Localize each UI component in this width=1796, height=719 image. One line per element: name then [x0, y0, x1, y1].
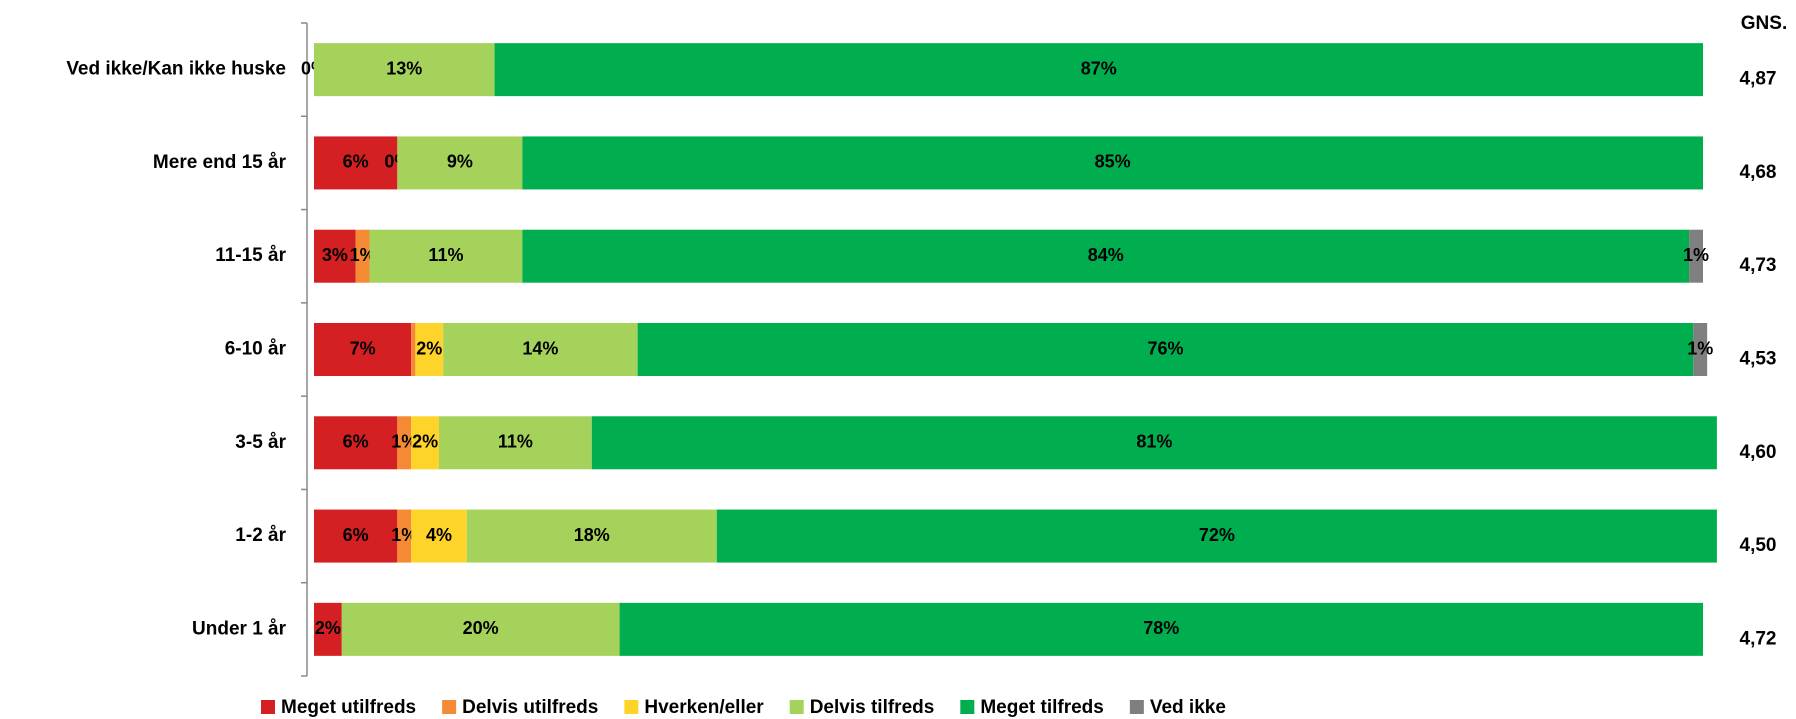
bar-segment	[443, 323, 638, 376]
value-label: 2%	[315, 618, 341, 638]
value-label: 81%	[1136, 432, 1172, 452]
bar-segment	[314, 323, 412, 376]
gns-value: 4,73	[1740, 255, 1777, 276]
bar-segment	[411, 416, 440, 470]
legend-label: Delvis utilfreds	[462, 697, 598, 718]
category-label: 6-10 år	[225, 339, 287, 360]
value-label: 1%	[391, 432, 417, 452]
category-label: Under 1 år	[192, 618, 287, 639]
legend-label: Ved ikke	[1150, 697, 1226, 718]
value-label: 11%	[498, 432, 533, 452]
value-label: 3%	[322, 245, 348, 265]
gns-value: 4,87	[1740, 69, 1777, 90]
value-label: 4%	[426, 525, 452, 545]
value-label: 87%	[1081, 58, 1117, 78]
value-label: 1%	[1683, 245, 1709, 265]
category-label: 11-15 år	[215, 245, 286, 266]
bar-segment	[314, 416, 398, 470]
gns-value: 4,60	[1740, 442, 1777, 463]
legend-label: Meget tilfreds	[980, 697, 1104, 718]
bar-segment	[466, 509, 717, 563]
category-label: 3-5 år	[235, 432, 286, 453]
value-label: 6%	[343, 152, 369, 172]
bar-segment	[314, 229, 356, 283]
bar-segment	[341, 602, 620, 656]
bar-segment	[591, 416, 1717, 470]
bar-segment	[314, 602, 342, 656]
value-label: 13%	[386, 58, 422, 78]
bar-segment	[397, 509, 412, 563]
bar-segment	[1693, 323, 1708, 376]
value-label: 78%	[1143, 618, 1179, 638]
bar-segment	[397, 416, 412, 470]
bar-segment	[314, 136, 398, 190]
value-label: 76%	[1147, 338, 1183, 358]
category-label: Mere end 15 år	[153, 152, 287, 173]
value-label: 20%	[463, 618, 499, 638]
legend-label: Delvis tilfreds	[810, 697, 935, 718]
bar-segment	[439, 416, 592, 470]
value-label: 72%	[1199, 525, 1235, 545]
legend-label: Meget utilfreds	[281, 697, 416, 718]
value-label: 9%	[447, 152, 473, 172]
value-label: 14%	[522, 338, 558, 358]
value-label: 2%	[412, 432, 438, 452]
value-label: 85%	[1095, 152, 1131, 172]
legend-swatch	[1129, 700, 1144, 714]
value-label: 11%	[428, 245, 463, 265]
value-label: 1%	[1687, 338, 1713, 358]
value-label: 18%	[574, 525, 610, 545]
bar-segment	[415, 323, 444, 376]
bar-segment	[355, 229, 370, 283]
bar-segment	[716, 509, 1717, 563]
legend-swatch	[624, 700, 639, 714]
bar-segment	[411, 323, 416, 376]
legend-swatch	[789, 700, 804, 714]
bar-segment	[314, 509, 398, 563]
legend-swatch	[261, 700, 275, 714]
gns-title: GNS.	[1741, 13, 1787, 34]
bar-segment	[637, 323, 1694, 376]
bar-segment	[397, 136, 523, 190]
gns-value: 4,68	[1740, 162, 1777, 183]
legend-label: Hverken/eller	[644, 697, 764, 718]
value-label: 2%	[416, 338, 442, 358]
gns-value: 4,50	[1740, 535, 1777, 556]
bar-segment	[314, 43, 495, 97]
gns-value: 4,72	[1740, 628, 1777, 649]
category-label: Ved ikke/Kan ikke huske	[66, 59, 286, 80]
bar-segment	[522, 229, 1690, 283]
value-label: 84%	[1088, 245, 1124, 265]
gns-value: 4,53	[1740, 349, 1777, 370]
value-label: 1%	[350, 245, 376, 265]
value-label: 6%	[343, 525, 369, 545]
bar-segment	[1689, 229, 1703, 283]
legend-swatch	[442, 700, 457, 714]
bar-segment	[411, 509, 467, 563]
value-label: 7%	[350, 338, 376, 358]
value-label: 6%	[343, 432, 369, 452]
bar-segment	[494, 43, 1703, 97]
value-label: 1%	[391, 525, 417, 545]
bar-segment	[522, 136, 1703, 190]
bar-segment	[369, 229, 523, 283]
legend-swatch	[960, 700, 975, 714]
bar-segment	[619, 602, 1703, 656]
category-label: 1-2 år	[235, 525, 286, 546]
